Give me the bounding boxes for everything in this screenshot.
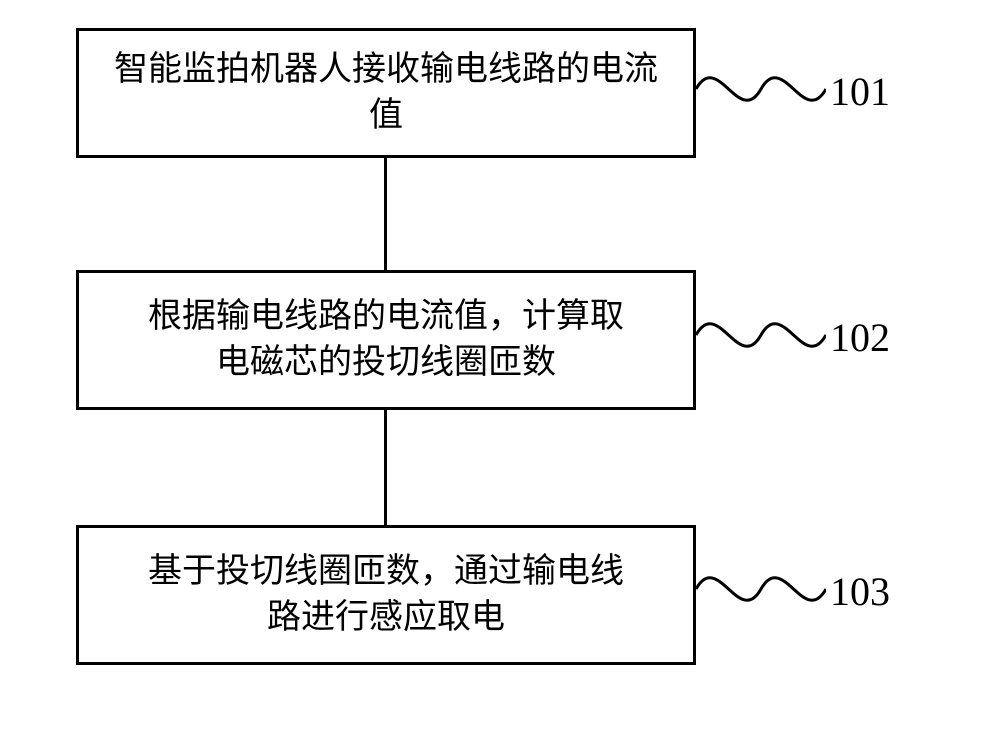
callout-wave-step-102 xyxy=(696,306,826,364)
step-number-step-101: 101 xyxy=(830,68,890,115)
flow-step-text: 基于投切线圈匝数，通过输电线 路进行感应取电 xyxy=(148,549,624,641)
flow-step-step-102: 根据输电线路的电流值，计算取 电磁芯的投切线圈匝数 xyxy=(76,270,696,410)
step-number-step-102: 102 xyxy=(830,314,890,361)
callout-wave-step-103 xyxy=(696,560,826,618)
flow-step-text: 智能监拍机器人接收输电线路的电流 值 xyxy=(114,47,658,139)
step-number-step-103: 103 xyxy=(830,568,890,615)
connector-step-102-to-step-103 xyxy=(384,410,387,525)
connector-step-101-to-step-102 xyxy=(384,158,387,270)
callout-wave-step-101 xyxy=(696,60,826,118)
flow-step-step-103: 基于投切线圈匝数，通过输电线 路进行感应取电 xyxy=(76,525,696,665)
flow-step-step-101: 智能监拍机器人接收输电线路的电流 值 xyxy=(76,28,696,158)
flow-step-text: 根据输电线路的电流值，计算取 电磁芯的投切线圈匝数 xyxy=(148,294,624,386)
